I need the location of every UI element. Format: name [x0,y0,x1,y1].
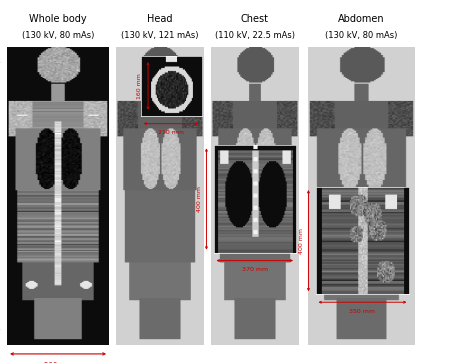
Text: 400 mm: 400 mm [299,228,304,254]
Text: Abdomen: Abdomen [338,13,385,24]
Text: (130 kV, 121 mAs): (130 kV, 121 mAs) [121,31,199,40]
Text: 400 mm: 400 mm [197,186,202,212]
Text: 370 mm: 370 mm [242,267,268,272]
Text: 210 mm: 210 mm [158,130,184,135]
Text: (130 kV, 80 mAs): (130 kV, 80 mAs) [325,31,398,40]
Text: 350 mm: 350 mm [349,309,375,314]
Text: (130 kV, 80 mAs): (130 kV, 80 mAs) [22,31,94,40]
Text: 160 mm: 160 mm [137,73,142,99]
Text: Whole body: Whole body [29,13,87,24]
Text: (110 kV, 22.5 mAs): (110 kV, 22.5 mAs) [215,31,295,40]
Text: Head: Head [147,13,173,24]
Text: 500 mm: 500 mm [44,362,73,363]
Text: Chest: Chest [241,13,269,24]
